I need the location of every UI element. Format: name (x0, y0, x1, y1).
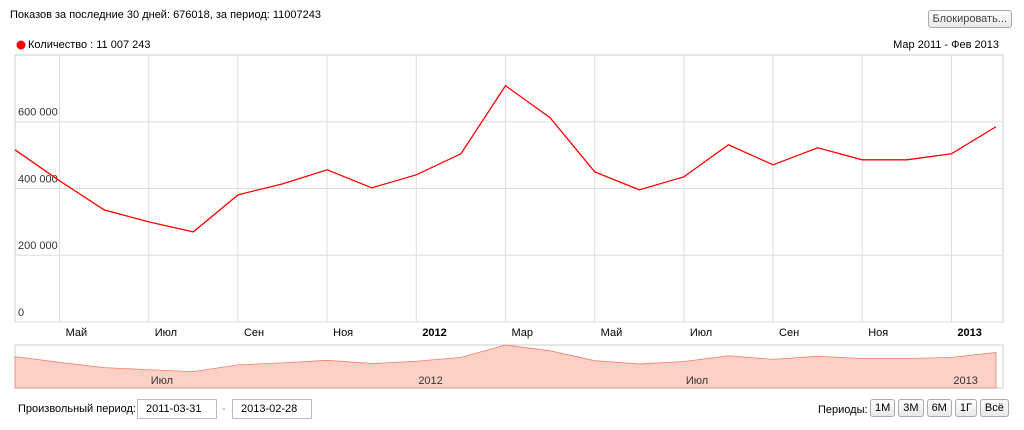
separator: - (222, 403, 226, 415)
periods-label: Периоды: (818, 404, 868, 416)
navigator-label: Июл (686, 375, 708, 387)
y-tick-label: 600 000 (18, 107, 58, 119)
periods: 1М 3М 6М 1Г Всё (870, 399, 1009, 417)
y-tick-label: 0 (18, 307, 24, 319)
period-button[interactable]: 1Г (954, 399, 977, 417)
x-tick-label: Июл (155, 327, 177, 339)
chart: 0 200 000 400 000 600 000 Май Июл Сен Ноя 2012 Ма… (14, 39, 1004, 389)
x-tick-label: Мар (512, 327, 534, 339)
navigator-label: 2012 (418, 375, 442, 387)
navigator-area (14, 344, 997, 389)
x-tick-label: Сен (779, 327, 799, 339)
period-button[interactable]: Всё (979, 399, 1009, 417)
x-tick-label: Ноя (333, 327, 353, 339)
x-tick-label: Май (601, 327, 623, 339)
from-date[interactable]: 2011-03-31 (137, 399, 217, 419)
x-tick-label: Май (66, 327, 88, 339)
custom-period-label: Произвольный период: (18, 403, 136, 415)
stats: Показов за последние 30 дней: 676018, за… (10, 9, 321, 21)
legend-label: Количество : 11 007 243 (28, 39, 150, 51)
to-date[interactable]: 2013-02-28 (232, 399, 312, 419)
period-button[interactable]: 1М (870, 399, 896, 417)
x-tick-label: Ноя (868, 327, 888, 339)
y-tick-label: 200 000 (18, 240, 58, 252)
period-button[interactable]: 6М (926, 399, 952, 417)
x-tick-label: Сен (244, 327, 264, 339)
navigator-label: 2013 (953, 375, 977, 387)
data-line (14, 84, 997, 233)
x-tick-label: 2013 (957, 327, 981, 339)
y-tick-label: 400 000 (18, 173, 58, 185)
period-button[interactable]: 3М (898, 399, 924, 417)
legend-dot (16, 40, 26, 50)
block-button[interactable]: Блокировать... (927, 10, 1012, 28)
range-label: Мар 2011 - Фев 2013 (893, 39, 999, 51)
navigator-label: Июл (151, 375, 173, 387)
x-tick-label: 2012 (422, 327, 446, 339)
x-tick-label: Июл (690, 327, 712, 339)
